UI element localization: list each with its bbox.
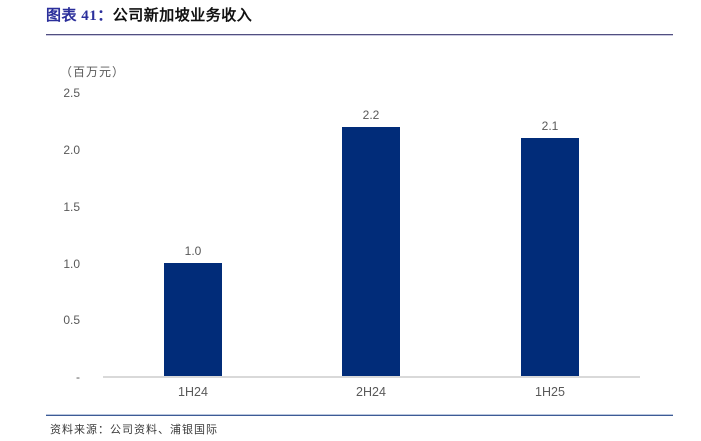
x-axis-label-1h25: 1H25	[535, 385, 565, 399]
y-axis-unit-label: （百万元）	[60, 65, 126, 79]
bar-1h24	[164, 263, 222, 377]
footer-divider	[46, 414, 673, 416]
bar-group-1h24: 1.0	[164, 244, 222, 377]
bar-value-label: 2.1	[541, 119, 559, 133]
y-axis-tick: 1.5	[63, 200, 80, 214]
bar-group-1h25: 2.1	[521, 119, 579, 377]
y-axis-zero-tick: -	[76, 370, 80, 384]
y-axis-tick: 0.5	[63, 313, 80, 327]
x-axis-label-1h24: 1H24	[178, 385, 208, 399]
y-axis-tick: 2.0	[63, 143, 80, 157]
x-axis-label-2h24: 2H24	[356, 385, 386, 399]
y-axis-tick: 1.0	[63, 257, 80, 271]
y-axis-tick: 2.5	[63, 86, 80, 100]
header-divider	[46, 34, 673, 36]
bar-chart-plot-area: 1.0 2.2 2.1	[103, 93, 640, 378]
x-axis-baseline	[103, 376, 640, 378]
figure-title-text: 公司新加坡业务收入	[112, 8, 253, 24]
bar-group-2h24: 2.2	[342, 108, 400, 377]
source-note: 资料来源：公司资料、浦银国际	[50, 424, 218, 436]
bar-value-label: 1.0	[184, 244, 202, 258]
bar-2h24	[342, 127, 400, 377]
figure-number-label: 图表 41：	[46, 8, 113, 24]
figure-title: 图表 41：公司新加坡业务收入	[46, 4, 252, 25]
bar-value-label: 2.2	[362, 108, 380, 122]
bar-1h25	[521, 138, 579, 377]
